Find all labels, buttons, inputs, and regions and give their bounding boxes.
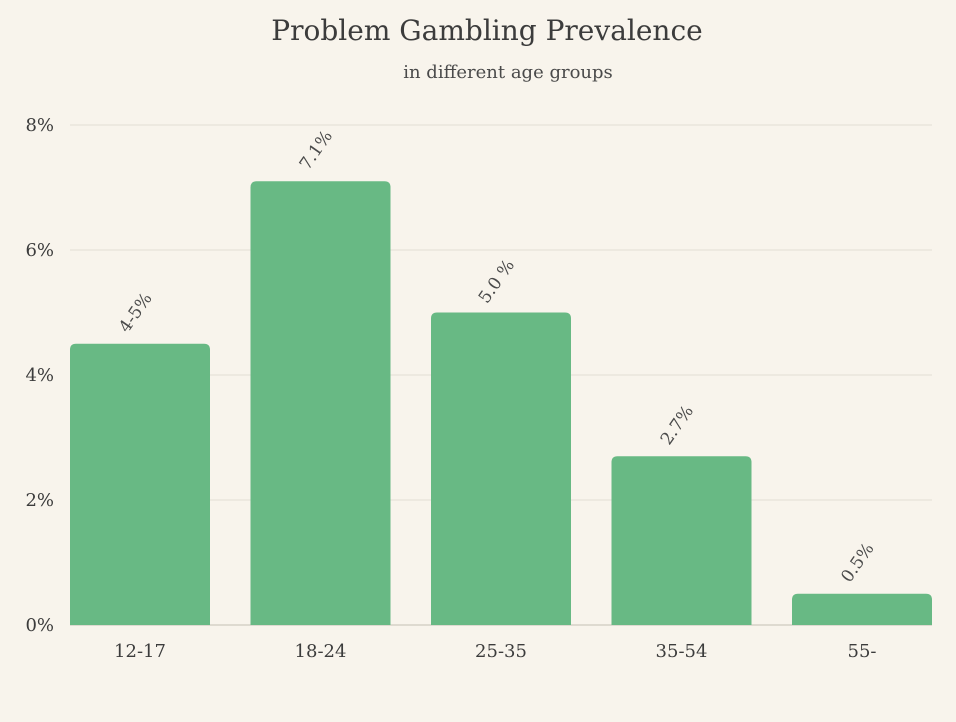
bars [70,181,932,625]
x-tick-label: 25-35 [475,641,527,662]
data-label: 0.5% [837,539,878,586]
bar-55- [792,593,932,625]
y-axis-ticks: 0% 2% 4% 6% 8% [25,115,54,636]
chart-title: Problem Gambling Prevalence [271,14,702,47]
bar-35-54 [611,456,752,625]
chart-subtitle: in different age groups [403,62,613,83]
data-label: 7.1% [296,127,337,174]
x-tick-label: 12-17 [114,641,166,662]
y-tick-label: 8% [25,115,54,136]
y-tick-label: 6% [25,240,54,261]
y-tick-label: 2% [25,490,54,511]
x-tick-label: 35-54 [656,641,708,662]
bar-12-17 [70,343,210,625]
data-label: 2.7% [657,402,698,449]
x-tick-label: 55- [848,641,877,662]
bar-18-24 [250,181,391,625]
y-tick-label: 0% [25,615,54,636]
x-tick-label: 18-24 [295,641,347,662]
x-axis-ticks: 12-17 18-24 25-35 35-54 55- [114,641,876,662]
bar-25-35 [431,312,571,625]
data-label: 5.0 % [475,256,519,307]
data-label: 4-5% [115,289,156,336]
y-tick-label: 4% [25,365,54,386]
